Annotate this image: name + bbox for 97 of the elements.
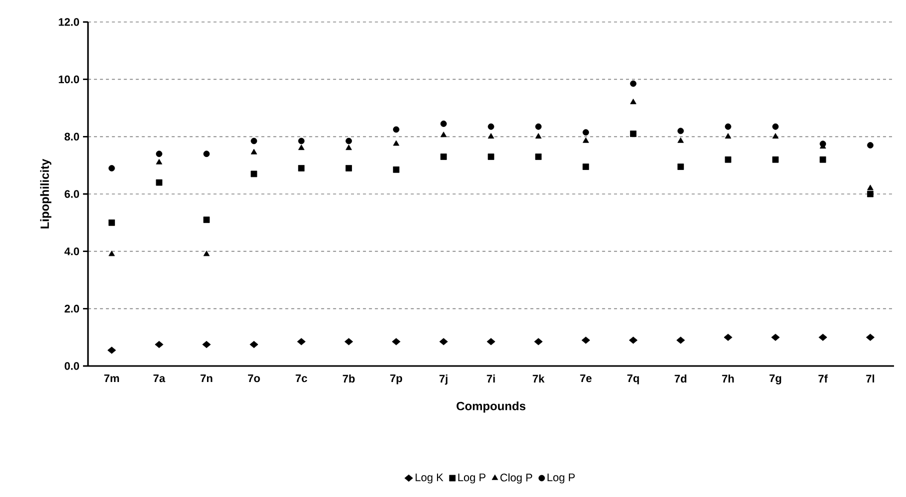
point [677,164,684,170]
point [867,184,874,190]
point [724,133,732,139]
point [297,338,306,346]
legend-label: Clog P [500,473,532,484]
point [630,80,636,87]
point [392,338,400,346]
point [439,338,448,346]
x-tick-label: 7a [153,374,166,382]
x-axis-title: Compounds [456,402,526,413]
point [535,133,542,139]
point [250,340,258,348]
point [250,170,258,178]
point [534,338,543,346]
point [772,156,779,163]
legend-label: Log P [458,474,486,484]
point [867,142,874,148]
point [488,133,494,139]
point [440,120,447,127]
point [203,250,210,256]
point [156,150,162,158]
point [107,346,116,354]
x-tick-label: 7i [486,374,495,382]
point [156,179,162,186]
point [346,144,352,150]
point [298,138,305,144]
y-axis-title: Lipophilicity [40,158,52,228]
point [108,219,115,226]
point [486,338,496,346]
x-tick-label: 7f [818,374,828,382]
point [867,190,874,198]
point [866,334,875,341]
point [582,137,589,143]
point [393,140,400,146]
x-tick-label: 7p [390,374,402,384]
point [344,338,354,346]
point [630,98,636,104]
point [346,138,352,144]
point [108,165,115,172]
point [298,165,305,172]
point [582,336,590,344]
point [771,334,780,341]
y-tick-label: 0.0 [64,362,80,370]
point [724,156,732,163]
point [154,340,164,348]
point [582,164,590,170]
point [820,156,826,163]
x-tick-label: 7h [722,374,734,382]
point [298,144,304,150]
y-tick-label: 10.0 [58,75,80,84]
point [392,166,400,173]
point [535,154,542,160]
x-tick-label: 7e [580,374,592,382]
point [440,154,447,160]
point [676,336,685,344]
x-tick-label: 7b [342,374,355,383]
point [488,123,494,130]
x-tick-label: 7c [296,374,308,382]
point [203,150,210,158]
point [772,123,779,130]
x-tick-label: 7g [770,374,782,384]
point [156,158,162,164]
point [250,138,258,144]
x-tick-label: 7m [104,374,119,382]
point [202,340,211,348]
point [488,154,494,160]
point [724,334,732,341]
point [535,123,542,130]
point [724,123,732,130]
x-tick-label: 7k [532,374,545,382]
y-tick-label: 6.0 [64,190,80,198]
x-tick-label: 7n [200,374,212,382]
legend-label: Log K [416,474,444,484]
point [678,137,684,143]
point [820,140,826,148]
y-tick-label: 4.0 [64,247,80,256]
point [772,133,779,139]
point [203,216,210,223]
point [392,126,400,133]
point [628,336,638,344]
x-tick-label: 7o [248,374,260,382]
y-tick-label: 8.0 [64,132,80,141]
point [250,148,258,154]
point [346,165,352,172]
x-tick-label: 7j [439,374,448,385]
y-tick-label: 12.0 [58,18,80,26]
point [108,250,115,256]
legend-label: Log P [548,474,575,484]
point [630,130,636,137]
x-tick-label: 7q [627,374,639,384]
point [677,128,684,134]
x-tick-label: 7l [866,374,874,382]
y-tick-label: 2.0 [64,304,80,313]
point [440,132,447,138]
point [582,129,590,136]
point [818,334,828,341]
x-tick-label: 7d [674,374,686,383]
